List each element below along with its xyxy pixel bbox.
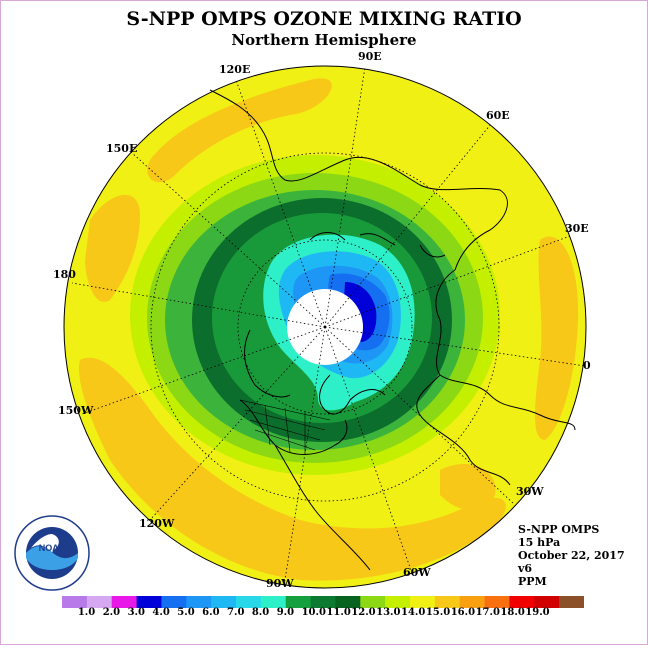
observation-date: October 22, 2017: [518, 549, 625, 562]
lon-label-90w: 90W: [266, 577, 294, 590]
lon-label-120w: 120W: [139, 517, 175, 530]
colorbar-tick-label: 1.0: [77, 607, 96, 618]
map-subtitle: Northern Hemisphere: [231, 31, 417, 49]
colorbar-swatch: [484, 596, 510, 608]
noaa-logo-text: NOAA: [39, 543, 66, 553]
political-borders: [239, 399, 331, 455]
colorbar-swatch: [285, 596, 311, 608]
colorbar-tick-label: 17.0: [475, 607, 500, 618]
colorbar-swatch: [161, 596, 187, 608]
colorbar-tick-label: 18.0: [500, 607, 525, 618]
units-label: PPM: [518, 575, 547, 588]
lon-label-90e: 90E: [358, 50, 382, 63]
lon-label-60w: 60W: [403, 566, 431, 579]
pressure-level: 15 hPa: [518, 536, 561, 549]
instrument-name: S-NPP OMPS: [518, 523, 600, 536]
colorbar-swatch: [62, 596, 88, 608]
colorbar-tick-label: 12.0: [351, 607, 376, 618]
colorbar-tick-label: 19.0: [525, 607, 550, 618]
product-version: v6: [518, 562, 533, 575]
lon-label-150w: 150W: [58, 404, 94, 417]
lon-label-120e: 120E: [219, 63, 251, 76]
colorbar-tick-label: 10.0: [301, 607, 326, 618]
colorbar-swatch: [335, 596, 361, 608]
colorbar-swatch: [509, 596, 535, 608]
colorbar-tick-label: 16.0: [450, 607, 476, 618]
field-15-16-northwest: [85, 194, 140, 302]
colorbar-swatch: [211, 596, 237, 608]
noaa-logo: NOAA: [14, 515, 90, 591]
map-title: S-NPP OMPS OZONE MIXING RATIO: [126, 8, 522, 30]
colorbar-tick-label: 5.0: [177, 607, 195, 618]
field-15-16-south: [440, 464, 496, 511]
colorbar-swatch: [534, 596, 560, 608]
lon-label-150e: 150E: [106, 142, 138, 155]
colorbar-swatch: [559, 596, 584, 608]
coastlines: [209, 89, 576, 571]
lon-label-30e: 30E: [565, 222, 589, 235]
product-info: S-NPP OMPS 15 hPa October 22, 2017 v6 PP…: [518, 523, 625, 588]
colorbar-swatch: [111, 596, 137, 608]
latitude-lines: [150, 152, 500, 502]
field-15-16-east: [535, 236, 579, 440]
colorbar-swatch: [186, 596, 212, 608]
colorbar-swatch: [410, 596, 436, 608]
colorbar-tick-label: 11.0: [326, 607, 351, 618]
colorbar-tick-label: 2.0: [102, 607, 121, 618]
meridian-lines: [71, 66, 586, 587]
field-15-16-north: [147, 78, 332, 183]
colorbar-tick-label: 6.0: [202, 607, 220, 618]
lon-label-30w: 30W: [516, 485, 544, 498]
colorbar-swatch: [136, 596, 162, 608]
lon-label-60e: 60E: [486, 109, 510, 122]
colorbar-tick-label: 4.0: [152, 607, 170, 618]
colorbar-tick-label: 8.0: [251, 607, 270, 618]
colorbar-tick-label: 7.0: [227, 607, 245, 618]
colorbar-tick-label: 3.0: [127, 607, 145, 618]
colorbar-swatch: [86, 596, 113, 608]
colorbar-swatch: [459, 596, 485, 608]
map-boundary: [63, 65, 587, 589]
colorbar-swatch: [385, 596, 411, 608]
lon-label-180: 180: [53, 268, 76, 281]
colorbar-tick-label: 15.0: [425, 607, 451, 618]
colorbar-swatch: [310, 596, 336, 608]
colorbar-tick-label: 9.0: [276, 607, 295, 618]
field-15-16-southwest: [79, 357, 506, 581]
colorbar-swatch: [260, 596, 287, 608]
colorbar: [62, 596, 584, 608]
colorbar-tick-label: 14.0: [401, 607, 426, 618]
colorbar-swatch: [434, 596, 461, 608]
colorbar-swatch: [236, 596, 262, 608]
lon-label-0: 0: [583, 359, 591, 372]
colorbar-swatch: [360, 596, 386, 608]
colorbar-tick-label: 13.0: [376, 607, 401, 618]
